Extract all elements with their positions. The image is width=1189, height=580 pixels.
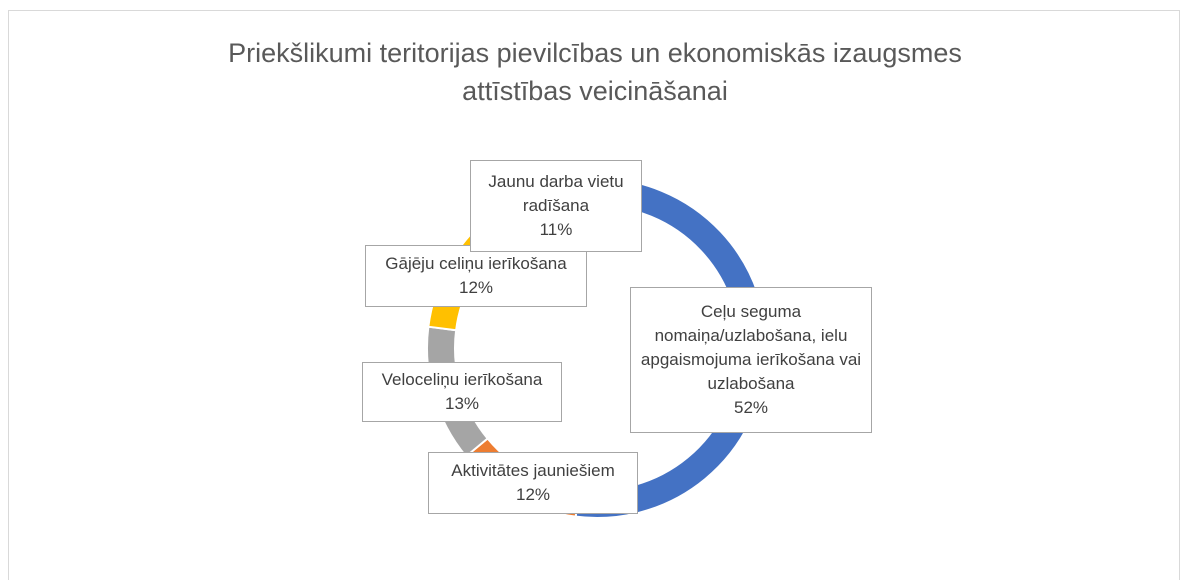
category-label: Ceļu seguma nomaiņa/uzlabošana, ielu apg… bbox=[640, 302, 862, 393]
chart-area bbox=[8, 10, 1180, 580]
value-label: 11% bbox=[539, 220, 573, 239]
category-label: Aktivitātes jauniešiem bbox=[451, 461, 615, 480]
data-label: Jaunu darba vietu radīšana 11% bbox=[470, 160, 642, 252]
data-label: Aktivitātes jauniešiem 12% bbox=[428, 452, 638, 514]
donut-slice bbox=[574, 176, 769, 519]
data-label: Gājēju celiņu ierīkošana 12% bbox=[365, 245, 587, 307]
data-label: Ceļu seguma nomaiņa/uzlabošana, ielu apg… bbox=[630, 287, 872, 433]
data-label: Veloceliņu ierīkošana 13% bbox=[362, 362, 562, 422]
value-label: 12% bbox=[458, 278, 494, 297]
value-label: 52% bbox=[733, 398, 769, 417]
category-label: Jaunu darba vietu radīšana bbox=[488, 172, 624, 215]
category-label: Gājēju celiņu ierīkošana bbox=[385, 254, 567, 273]
value-label: 12% bbox=[515, 485, 551, 504]
value-label: 13% bbox=[444, 394, 480, 413]
category-label: Veloceliņu ierīkošana bbox=[381, 370, 543, 389]
chart-title: Priekšlikumi teritorijas pievilcības un … bbox=[228, 38, 962, 106]
